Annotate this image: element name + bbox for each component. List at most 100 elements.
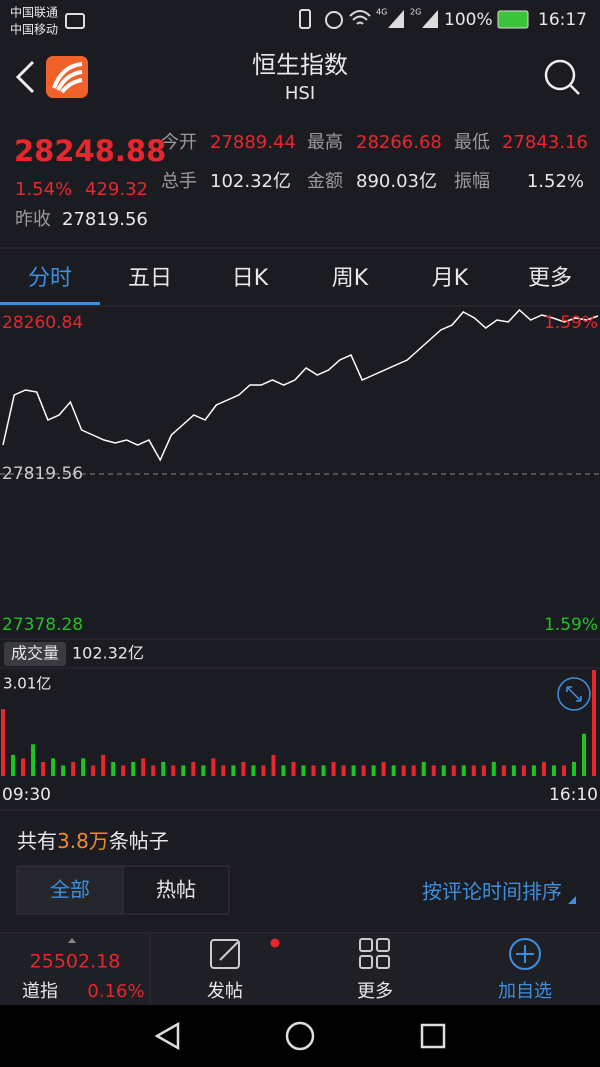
volume-bar [541,761,546,776]
volume-bar [11,754,16,776]
tab[interactable]: 分时 [28,266,72,291]
tab[interactable]: 更多 [528,266,572,291]
volume-total: 102.32亿 [72,644,144,663]
volume-bar [221,765,226,776]
volume-bar [511,765,516,776]
post-button[interactable]: 发帖 [207,981,243,1002]
watch-button[interactable]: 加自选 [498,981,552,1002]
volume-bar [41,761,46,776]
search-button[interactable] [544,59,576,91]
volume-bar [51,758,56,776]
volume-bar [121,765,126,776]
post-icon[interactable] [210,939,240,969]
volume-bar [141,758,146,776]
time-start: 09:30 [2,785,51,805]
volume-bar [151,765,156,776]
watch-icon[interactable] [509,938,541,970]
more-button[interactable]: 更多 [357,981,393,1002]
more-icon[interactable] [359,938,390,969]
volume-bar [191,761,196,776]
volume-bar [181,765,186,776]
nav-recent[interactable] [420,1023,446,1049]
volume-bar [592,670,596,776]
subtitle: HSI [285,83,315,104]
volume-bar [291,761,296,776]
sort-button[interactable]: 按评论时间排序 [422,880,562,904]
vibrate-icon [299,9,311,29]
nav-back[interactable] [154,1021,180,1051]
stat-label: 金额 [307,171,343,192]
stat-value: 890.03亿 [356,171,437,192]
volume-bar [401,765,406,776]
volume-bar [551,765,556,776]
post-tab-active[interactable] [16,865,124,915]
search-handle [569,84,580,95]
signal-icon [422,10,438,28]
upper-pct: 1.59% [544,313,598,333]
nav-bar [0,1005,600,1067]
network: 4G [376,8,387,17]
volume-bar [461,765,466,776]
post-tab[interactable]: 热帖 [156,878,196,902]
volume-bar [501,765,506,776]
prev-close: 27819.56 [62,209,148,230]
stat-label: 最低 [454,132,490,153]
volume-bar [91,765,96,776]
volume-bar [281,765,286,776]
tab[interactable]: 周K [332,266,369,291]
stat-value: 102.32亿 [210,171,291,192]
volume-bar [21,758,26,776]
stat-label: 总手 [161,171,197,192]
post-pen [219,941,239,961]
volume-bar [111,761,116,776]
volume-bar [351,765,356,776]
stat-value: 27889.44 [210,132,296,153]
battery-icon [497,10,529,29]
volume-title: 成交量 [11,644,59,663]
stat-label: 最高 [307,132,343,153]
expand-button[interactable] [557,677,591,711]
lower-pct: 1.59% [544,615,598,635]
tab-indicator [0,302,100,305]
y-tick-label: 27378.28 [2,615,83,635]
price: 28248.88 [14,134,166,168]
back-button[interactable] [15,60,35,94]
briefcase-icon [65,13,85,29]
tab[interactable]: 月K [432,266,469,291]
bottom-bar [0,933,600,1005]
volume-bar [431,765,436,776]
volume-badge [4,642,66,666]
stat-value: 1.52% [527,171,584,192]
volume-bar [371,765,376,776]
stat-label: 振幅 [454,171,490,192]
y-tick-label: 28260.84 [2,313,83,333]
volume-bar [131,761,136,776]
logo-mark [52,62,83,94]
volume-bar [341,765,346,776]
tab[interactable]: 五日 [128,266,172,291]
stat-value: 28266.68 [356,132,442,153]
volume-bar [271,754,276,776]
volume-bar [71,761,76,776]
volume-bar [471,765,476,776]
volume-bar [261,765,266,776]
index-change[interactable]: 0.16% [87,981,144,1002]
clock: 16:17 [538,10,587,30]
index-value[interactable]: 25502.18 [30,951,121,973]
volume-bar [411,765,416,776]
alarm-icon [325,11,343,29]
volume-bar [101,754,106,776]
nav-home[interactable] [285,1021,315,1051]
tab[interactable]: 日K [232,266,269,291]
index-name[interactable]: 道指 [22,981,58,1002]
posts-prefix: 共有 [17,829,57,853]
y-tick-label: 3.01亿 [3,675,51,693]
notification-dot [270,938,280,948]
signal-icon [388,10,404,28]
volume-bar [331,761,336,776]
post-tab[interactable]: 全部 [50,878,90,902]
caret [68,938,76,943]
volume-bar [361,765,366,776]
volume-bar [571,761,576,776]
